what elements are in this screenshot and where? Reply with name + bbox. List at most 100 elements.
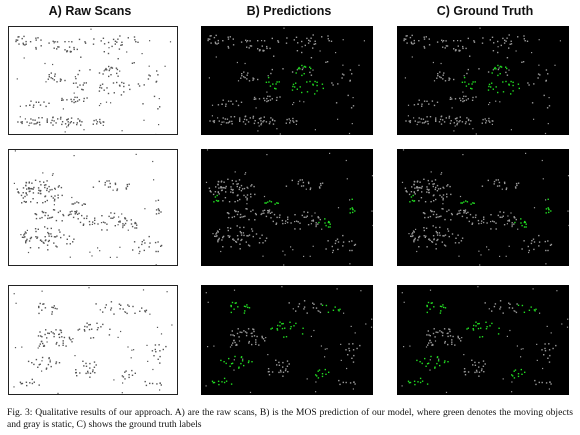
static-point — [129, 88, 131, 91]
static-point — [24, 231, 27, 233]
static-point — [433, 328, 435, 330]
static-point — [156, 326, 159, 328]
static-point — [423, 235, 425, 237]
static-point — [521, 248, 523, 250]
moving-point — [442, 304, 444, 306]
static-point — [292, 103, 294, 106]
static-point — [217, 181, 220, 183]
moving-point — [349, 212, 351, 214]
static-point — [155, 351, 157, 353]
static-point — [45, 367, 48, 369]
static-point — [452, 335, 454, 338]
static-point — [84, 42, 87, 44]
static-point — [481, 122, 483, 124]
static-point — [506, 223, 508, 225]
static-point — [75, 211, 77, 213]
static-point — [41, 240, 43, 242]
static-point — [13, 182, 15, 184]
static-point — [449, 96, 452, 99]
static-point — [509, 43, 511, 45]
static-point — [231, 179, 233, 182]
static-point — [299, 100, 301, 102]
static-point — [50, 365, 52, 368]
moving-point — [471, 83, 473, 85]
static-point — [462, 47, 464, 50]
moving-point — [481, 336, 484, 338]
static-point — [100, 40, 102, 42]
static-point — [119, 85, 121, 87]
static-point — [25, 40, 27, 43]
static-point — [48, 232, 50, 235]
static-point — [251, 332, 253, 334]
moving-point — [351, 198, 353, 200]
static-point — [217, 241, 219, 243]
moving-point — [225, 362, 227, 365]
static-point — [439, 187, 442, 190]
static-point — [441, 196, 443, 198]
static-point — [240, 184, 243, 187]
static-point — [498, 185, 501, 187]
static-point — [413, 181, 416, 183]
static-point — [442, 235, 444, 237]
static-point — [56, 41, 59, 43]
static-point — [243, 330, 245, 332]
moving-point — [223, 361, 225, 363]
static-point — [408, 120, 410, 122]
static-point — [431, 241, 434, 243]
moving-point — [234, 355, 236, 358]
static-point — [137, 41, 139, 43]
static-point — [469, 213, 472, 216]
static-point — [240, 101, 243, 103]
static-point — [207, 39, 209, 42]
static-point — [124, 311, 126, 313]
static-point — [372, 224, 373, 227]
moving-point — [492, 88, 494, 90]
static-point — [432, 183, 434, 185]
static-point — [74, 213, 76, 215]
moving-point — [437, 360, 440, 362]
static-point — [442, 119, 444, 121]
static-point — [221, 187, 223, 189]
static-point — [477, 286, 479, 288]
static-point — [29, 188, 31, 190]
static-point — [53, 200, 56, 202]
moving-point — [514, 221, 516, 224]
static-point — [70, 213, 72, 215]
static-point — [448, 79, 450, 81]
static-point — [285, 122, 287, 124]
moving-point — [337, 309, 340, 311]
static-point — [46, 187, 48, 190]
static-point — [441, 172, 443, 174]
static-point — [441, 241, 443, 243]
static-point — [222, 236, 224, 239]
static-point — [64, 123, 67, 125]
static-point — [528, 249, 530, 252]
static-point — [128, 305, 130, 307]
static-point — [505, 255, 507, 257]
static-point — [410, 41, 413, 43]
static-point — [102, 124, 104, 126]
static-point — [127, 229, 129, 231]
static-point — [267, 354, 269, 356]
static-point — [130, 219, 132, 221]
static-point — [451, 341, 453, 343]
static-point — [39, 302, 41, 305]
static-point — [532, 238, 535, 240]
static-point — [54, 187, 56, 190]
static-point — [449, 185, 451, 188]
moving-point — [463, 76, 466, 79]
moving-point — [434, 367, 436, 369]
static-point — [248, 218, 250, 221]
static-point — [74, 202, 76, 204]
static-point — [31, 378, 33, 381]
static-point — [429, 339, 431, 342]
static-point — [548, 97, 550, 99]
static-point — [514, 186, 517, 188]
static-point — [258, 125, 260, 127]
static-point — [492, 69, 494, 71]
moving-point — [477, 323, 479, 325]
static-point — [263, 40, 266, 42]
static-point — [472, 364, 474, 366]
static-point — [71, 196, 73, 199]
static-point — [303, 300, 306, 302]
